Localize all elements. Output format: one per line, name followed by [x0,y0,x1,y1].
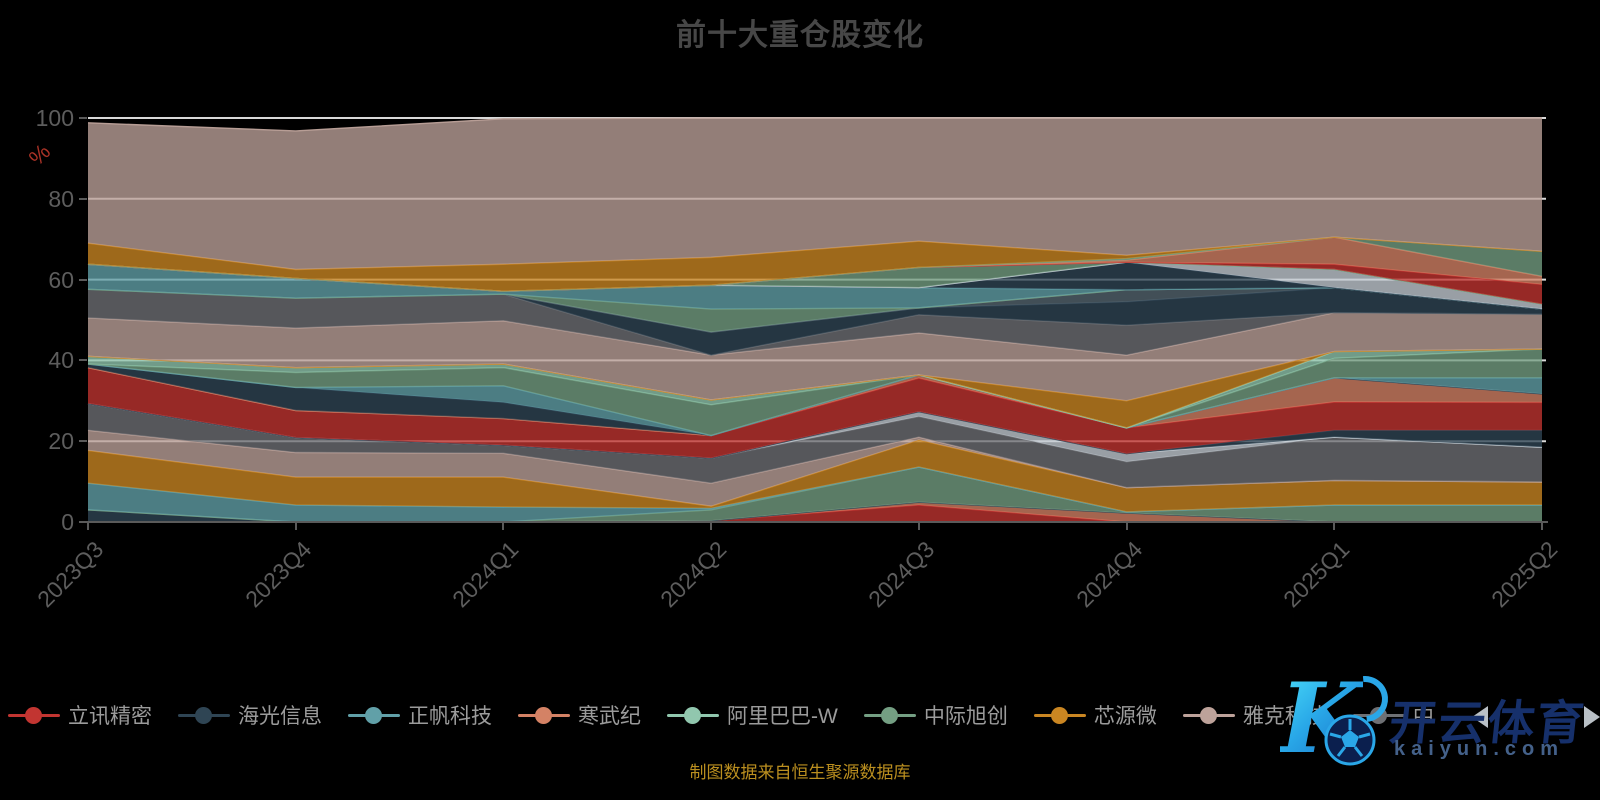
legend-item-中际旭创[interactable]: 中际旭创 [863,700,1008,730]
x-tick-mark [917,522,920,530]
legend-item-label: 中 [1412,705,1434,728]
legend-item-label: 阿里巴巴-W [727,705,838,728]
soccer-ball-icon [1324,714,1376,766]
area-band-salmon-mid [88,367,1542,436]
area-band-gold-low [88,439,1542,512]
watermark: K 开云体育 kaiyun.com [1272,662,1600,786]
band-top-line-mauve-top [87,117,1542,132]
legend-series-marker-icon [348,707,400,724]
legend-item-label: 芯源微 [1093,705,1157,728]
legend-item-label: 寒武纪 [578,705,641,728]
x-tick-mark [1541,522,1543,530]
y-tick-mark [79,197,87,200]
legend-series-marker-icon [1033,707,1086,724]
x-tick-mark [502,522,505,530]
area-band-red-main [88,367,1542,459]
legend-item-雅克科技[interactable]: 雅克科技 [1182,700,1327,730]
y-tick-mark [79,117,87,119]
band-top-line-gold-mid [87,348,1543,402]
legend-prev-arrow-icon[interactable] [1472,706,1488,728]
legend-item-寒武纪[interactable]: 寒武纪 [518,700,641,730]
legend-series-marker-icon [178,707,230,724]
legend-series-marker-icon [1352,707,1405,724]
legend-series-marker-icon [518,707,570,724]
legend: 立讯精密 海光信息 正帆科技 寒武纪 阿里巴巴-W 中际旭创 芯源微 雅克科技 中 [8,700,1434,730]
legend-item-label: 雅克科技 [1243,700,1327,730]
legend-series-marker-icon [667,707,719,724]
area-band-navy-mid [88,364,1542,436]
y-tick-label-60: 60 [48,266,74,293]
watermark-url-text: kaiyun.com [1394,738,1565,760]
x-tick-mark [710,522,713,530]
area-band-gold-mid [88,349,1542,428]
legend-item-立讯精密[interactable]: 立讯精密 [8,700,152,730]
y-tick-mark [79,278,87,281]
area-band-slate-low [88,502,1542,522]
y-tick-label-100: 100 [35,105,74,131]
legend-item-芯源微[interactable]: 芯源微 [1033,700,1157,730]
area-band-sage-high [88,287,1542,333]
x-tick-mark [294,522,297,530]
legend-item-label: 海光信息 [238,705,322,728]
area-band-mauve-low [88,430,1542,507]
area-band-teal-low [88,467,1542,522]
area-band-mauve-mid [88,312,1542,401]
legend-item-label: 中际旭创 [923,705,1008,728]
legend-item-label: 正帆科技 [408,705,492,728]
source-caption: 制图数据来自恒生聚源数据库 [689,763,911,782]
y-tick-label-80: 80 [48,185,74,212]
area-band-sage-top [88,262,1542,305]
y-tick-label-0: 0 [61,509,74,535]
legend-next-arrow-icon[interactable] [1584,706,1600,728]
area-band-gray-mid [88,289,1542,356]
legend-series-marker-icon [1182,707,1235,724]
area-band-mauve-top [88,118,1542,270]
band-top-line-teal-mid [87,363,1542,437]
legend-item-正帆科技[interactable]: 正帆科技 [348,700,492,730]
legend-series-marker-icon [8,707,60,724]
x-tick-mark [87,522,89,530]
y-tick-mark [79,440,87,443]
area-band-gold-top [88,237,1542,292]
x-tick-mark [1333,522,1336,530]
y-tick-label-40: 40 [48,347,74,374]
legend-item-中[interactable]: 中 [1352,700,1434,730]
y-tick-mark [79,521,87,523]
area-band-sage-mid [88,349,1542,436]
area-band-green-top [88,237,1542,292]
legend-item-label: 立讯精密 [68,705,152,728]
area-band-gray-low [88,403,1542,488]
legend-series-marker-icon [863,707,916,724]
legend-item-海光信息[interactable]: 海光信息 [178,700,322,730]
y-tick-mark [79,359,87,362]
x-tick-mark [1125,522,1128,530]
y-tick-label-20: 20 [48,428,74,455]
area-band-green-low [88,467,1542,522]
area-band-navy-high [88,262,1542,310]
legend-item-阿里巴巴-W[interactable]: 阿里巴巴-W [667,700,838,730]
area-band-slate-mid [88,287,1542,356]
page-title: 前十大重仓股变化 [676,19,924,52]
area-band-lightgreen [88,349,1542,428]
